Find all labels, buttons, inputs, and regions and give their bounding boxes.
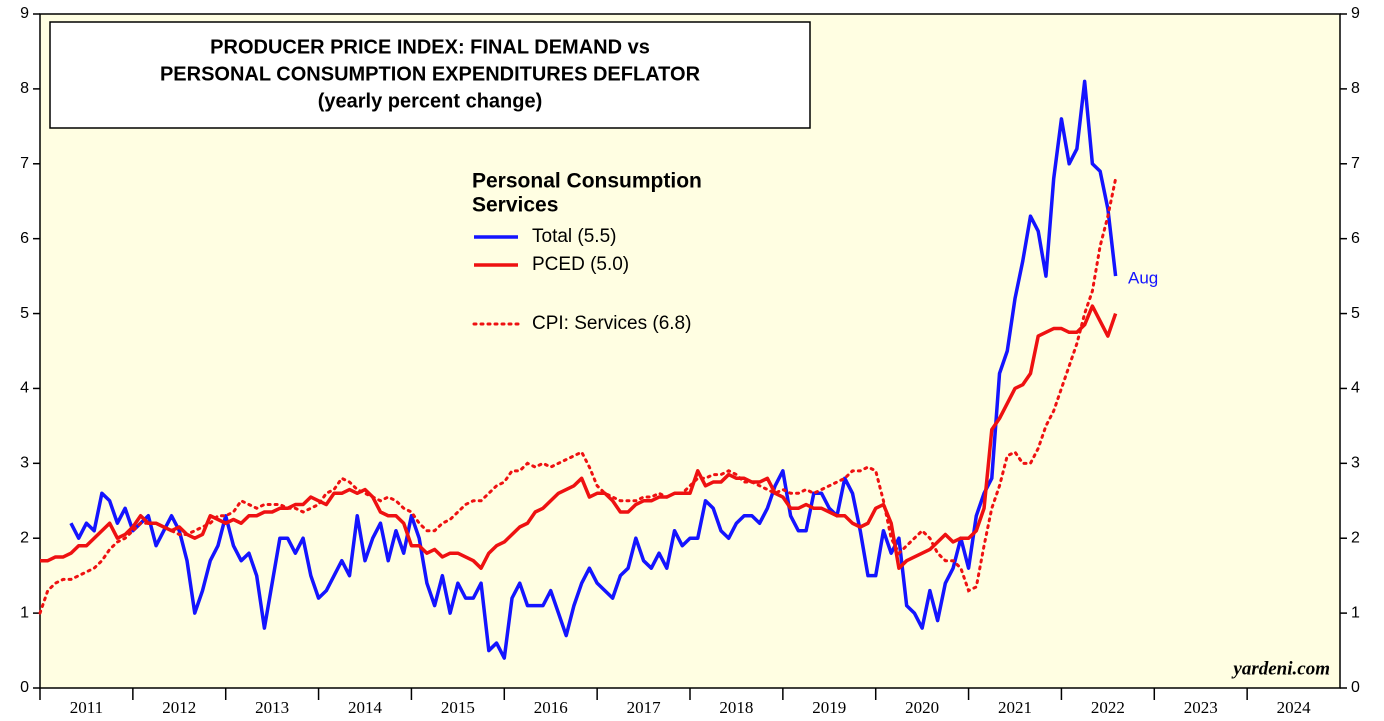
legend-label: Total (5.5)	[532, 226, 616, 247]
x-tick-label: 2024	[1277, 698, 1312, 717]
legend-title: Personal Consumption	[472, 170, 702, 193]
legend-label: CPI: Services (6.8)	[532, 313, 691, 334]
legend-label: PCED (5.0)	[532, 254, 629, 275]
chart-title: PERSONAL CONSUMPTION EXPENDITURES DEFLAT…	[160, 63, 701, 85]
y-tick-label: 3	[20, 455, 29, 472]
y2-tick-label: 8	[1351, 80, 1360, 97]
legend-title: Services	[472, 194, 558, 217]
x-tick-label: 2020	[905, 698, 939, 717]
y2-tick-label: 9	[1351, 5, 1360, 22]
annotation: Aug	[1128, 268, 1158, 287]
series-line	[69, 79, 1118, 660]
x-tick-label: 2017	[627, 698, 662, 717]
x-tick-label: 2022	[1091, 698, 1125, 717]
y2-tick-label: 0	[1351, 679, 1360, 696]
x-tick-label: 2021	[998, 698, 1032, 717]
y-tick-label: 5	[20, 305, 29, 322]
x-tick-label: 2011	[70, 698, 103, 717]
x-tick-label: 2012	[162, 698, 196, 717]
y-tick-label: 1	[20, 604, 29, 621]
y2-tick-label: 6	[1351, 230, 1360, 247]
x-tick-label: 2015	[441, 698, 475, 717]
y2-tick-label: 5	[1351, 305, 1360, 322]
y-tick-label: 9	[20, 5, 29, 22]
series-line	[40, 304, 1118, 570]
y-tick-label: 0	[20, 679, 29, 696]
y2-tick-label: 2	[1351, 529, 1360, 546]
y2-tick-label: 7	[1351, 155, 1360, 172]
chart-subtitle: (yearly percent change)	[318, 90, 543, 112]
y-tick-label: 8	[20, 80, 29, 97]
y-tick-label: 2	[20, 529, 29, 546]
x-tick-label: 2013	[255, 698, 289, 717]
title-box	[49, 21, 811, 129]
y2-tick-label: 4	[1351, 380, 1360, 397]
x-tick-label: 2016	[534, 698, 568, 717]
source-label: yardeni.com	[1231, 658, 1330, 679]
y2-tick-label: 1	[1351, 604, 1360, 621]
y-tick-label: 4	[20, 380, 29, 397]
y2-tick-label: 3	[1351, 455, 1360, 472]
x-tick-label: 2014	[348, 698, 383, 717]
series	[38, 79, 1118, 660]
chart-title: PRODUCER PRICE INDEX: FINAL DEMAND vs	[210, 36, 650, 58]
x-tick-label: 2018	[719, 698, 753, 717]
y-tick-label: 7	[20, 155, 29, 172]
axes: 0 0 1 1 2 2 3 3 4 4 5 5 6 6 7 7 8 8 9 9 2011 2012 2013 2014 2015…	[20, 5, 1360, 717]
x-tick-label: 2019	[812, 698, 846, 717]
series-line	[38, 177, 1118, 615]
y-tick-label: 6	[20, 230, 29, 247]
x-tick-label: 2023	[1184, 698, 1218, 717]
